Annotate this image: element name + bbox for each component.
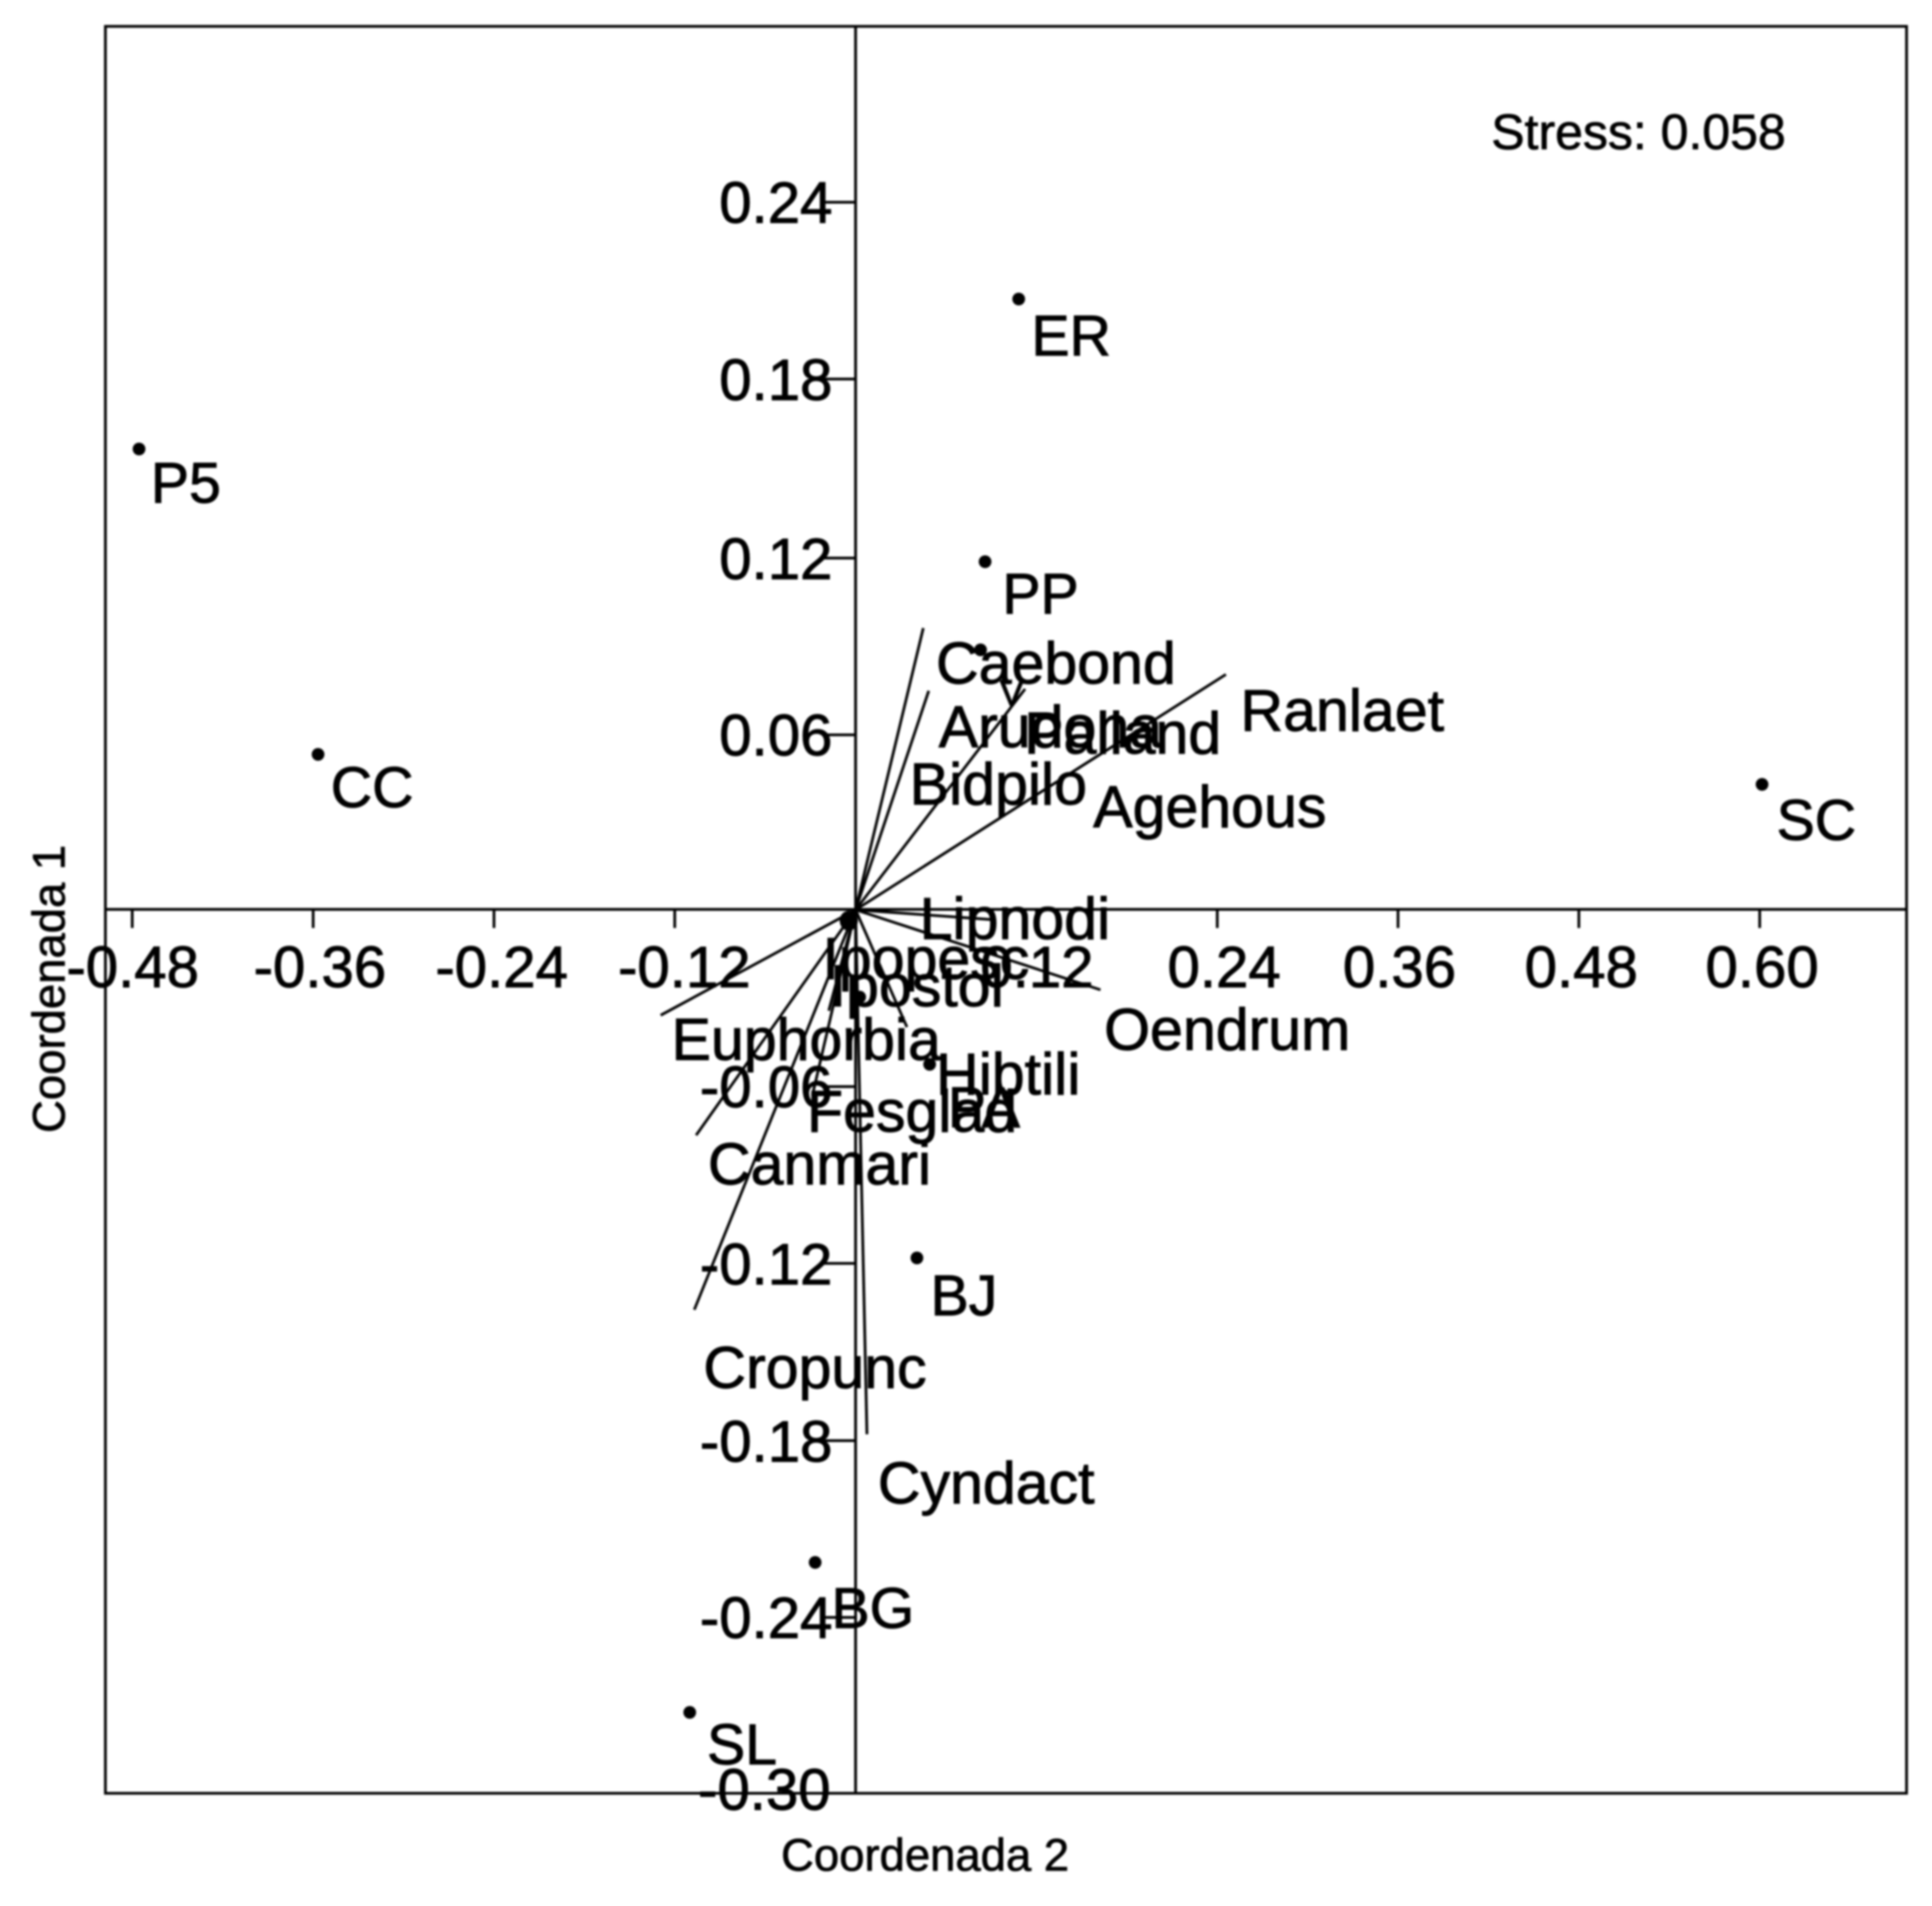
- svg-text:Oendrum: Oendrum: [1104, 996, 1350, 1063]
- svg-text:Ipopesc: Ipopesc: [822, 925, 1030, 992]
- svg-text:SC: SC: [1777, 789, 1857, 853]
- svg-text:P5: P5: [151, 452, 221, 515]
- svg-text:0.06: 0.06: [719, 703, 832, 768]
- svg-text:PP: PP: [1002, 563, 1079, 626]
- svg-text:SL: SL: [707, 1713, 777, 1777]
- svg-text:-0.24: -0.24: [700, 1585, 832, 1651]
- svg-text:-0.24: -0.24: [435, 934, 568, 1000]
- svg-text:-0.30: -0.30: [698, 1757, 831, 1822]
- svg-text:Hibtili: Hibtili: [936, 1041, 1081, 1107]
- svg-text:CC: CC: [331, 756, 413, 820]
- svg-text:Cyndact: Cyndact: [878, 1450, 1094, 1516]
- svg-text:Agehous: Agehous: [1093, 773, 1327, 840]
- svg-text:Arudona: Arudona: [939, 694, 1163, 760]
- svg-text:-0.12: -0.12: [700, 1232, 832, 1297]
- svg-text:0.12: 0.12: [981, 934, 1094, 1000]
- svg-text:0.12: 0.12: [719, 526, 832, 592]
- svg-text:0.18: 0.18: [719, 347, 832, 413]
- svg-text:Ipostol: Ipostol: [830, 953, 1004, 1019]
- svg-text:Palland: Palland: [1024, 700, 1221, 766]
- svg-text:-0.06: -0.06: [700, 1054, 832, 1120]
- svg-text:Fesglad: Fesglad: [807, 1078, 1017, 1144]
- svg-text:Canmari: Canmari: [708, 1131, 931, 1197]
- svg-text:BG: BG: [832, 1577, 914, 1641]
- svg-text:Bidpilo: Bidpilo: [910, 751, 1087, 817]
- svg-text:-0.18: -0.18: [700, 1409, 832, 1474]
- svg-text:BJ: BJ: [931, 1264, 998, 1328]
- svg-text:0.24: 0.24: [719, 170, 832, 235]
- svg-text:Ranlaet: Ranlaet: [1240, 677, 1444, 743]
- svg-text:Cropunc: Cropunc: [703, 1334, 927, 1401]
- svg-text:ER: ER: [1031, 304, 1111, 368]
- svg-text:Lipnodi: Lipnodi: [920, 885, 1110, 952]
- svg-text:0.48: 0.48: [1525, 934, 1638, 1000]
- svg-text:Euphorbia: Euphorbia: [672, 1006, 941, 1073]
- svg-text:Stress: 0.058: Stress: 0.058: [1491, 104, 1786, 160]
- svg-text:-0.48: -0.48: [66, 934, 199, 1000]
- svg-text:V: V: [1000, 674, 1024, 714]
- svg-text:Caebond: Caebond: [936, 630, 1176, 696]
- svg-text:0.36: 0.36: [1343, 934, 1457, 1000]
- svg-text:-0.12: -0.12: [618, 934, 751, 1000]
- svg-text:0.60: 0.60: [1706, 934, 1819, 1000]
- svg-text:0.24: 0.24: [1168, 934, 1281, 1000]
- svg-text:Coordenada 1: Coordenada 1: [24, 845, 75, 1133]
- svg-text:PA: PA: [948, 1076, 1020, 1140]
- svg-text:Coordenada 2: Coordenada 2: [782, 1830, 1070, 1881]
- svg-text:-0.36: -0.36: [254, 934, 386, 1000]
